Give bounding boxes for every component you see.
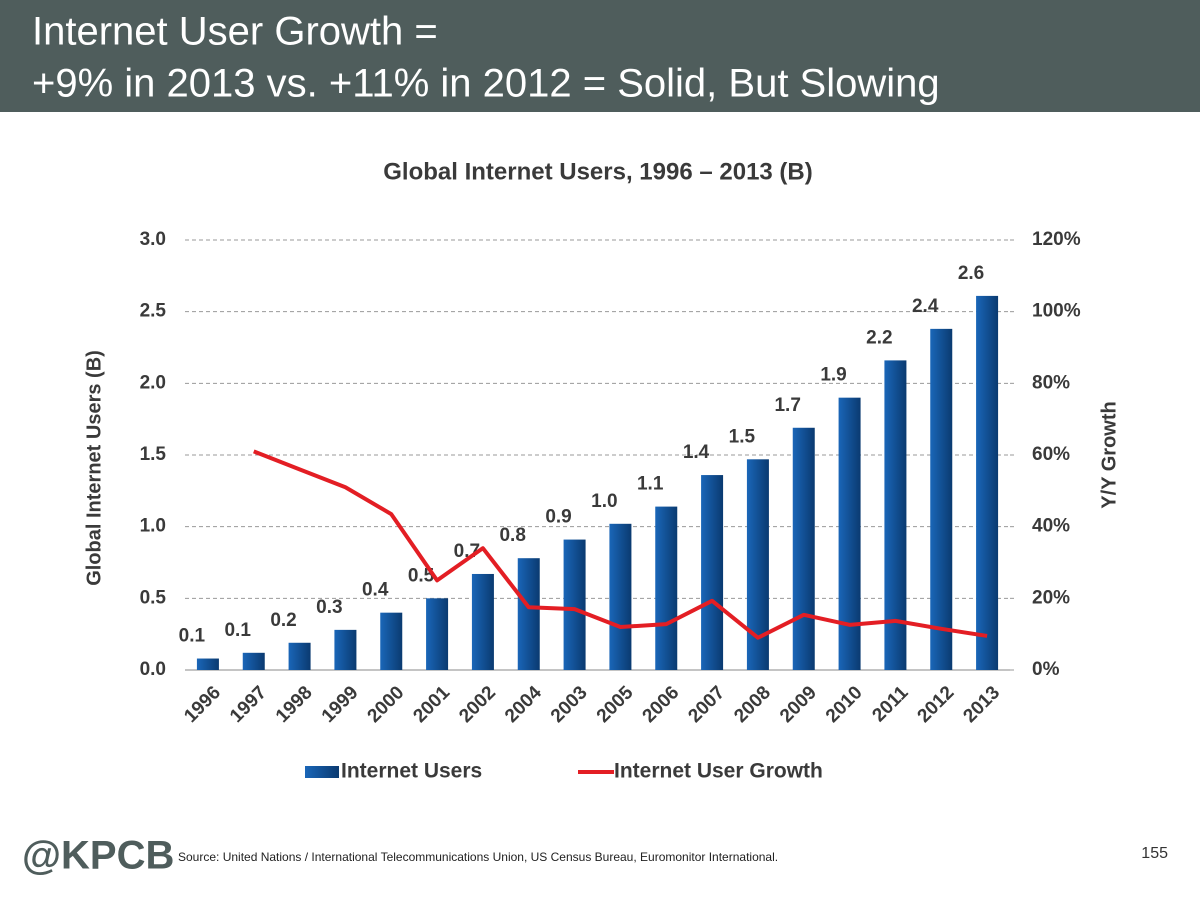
bar: [426, 598, 449, 670]
y2-axis-title: Y/Y Growth: [1098, 401, 1120, 508]
bar: [746, 459, 769, 670]
data-label: 0.4: [362, 580, 389, 601]
chart-title: Global Internet Users, 1996 – 2013 (B): [383, 158, 813, 185]
x-tick-label: 2005: [593, 682, 638, 727]
x-tick-label: 2002: [455, 682, 500, 727]
data-label: 1.7: [774, 395, 800, 416]
bar: [609, 523, 632, 670]
bar: [884, 360, 907, 670]
source-note: Source: United Nations / International T…: [178, 850, 778, 864]
y-tick-label: 1.5: [140, 444, 167, 465]
data-label: 2.4: [912, 296, 939, 317]
y-tick-label: 0.0: [140, 659, 166, 680]
x-tick-label: 1996: [180, 682, 225, 727]
x-tick-label: 2006: [639, 682, 684, 727]
bar: [517, 558, 540, 670]
x-tick-label: 2011: [868, 682, 912, 726]
bar: [471, 573, 494, 670]
y-tick-label: 1.0: [140, 516, 166, 537]
data-label: 0.1: [179, 626, 206, 647]
header-band: [0, 0, 1200, 112]
data-label: 1.4: [683, 442, 710, 463]
y-tick-label: 0.5: [140, 587, 167, 608]
bar: [288, 642, 311, 670]
data-label: 1.1: [637, 474, 664, 495]
y-axis-title: Global Internet Users (B): [83, 350, 105, 586]
bar: [196, 658, 219, 670]
x-tick-label: 2003: [547, 682, 592, 727]
y2-tick-label: 20%: [1032, 587, 1070, 608]
slide-title: +9% in 2013 vs. +11% in 2012 = Solid, Bu…: [32, 62, 940, 106]
bar: [655, 506, 678, 670]
x-tick-label: 2000: [364, 682, 409, 727]
data-label: 0.2: [270, 610, 296, 631]
x-tick-label: 2001: [409, 682, 454, 727]
data-label: 0.3: [316, 597, 342, 618]
data-label: 0.8: [499, 525, 525, 546]
x-tick-label: 1999: [318, 682, 363, 727]
y2-tick-label: 0%: [1032, 659, 1060, 680]
y2-tick-label: 40%: [1032, 516, 1070, 537]
data-label: 0.9: [545, 507, 571, 528]
y-tick-label: 2.5: [140, 301, 167, 322]
data-label: 1.9: [820, 365, 846, 386]
bar: [792, 427, 815, 670]
legend-swatch: [305, 766, 339, 778]
bar: [701, 475, 724, 670]
y2-tick-label: 120%: [1032, 229, 1081, 250]
data-label: 1.5: [729, 426, 756, 447]
data-label: 2.6: [958, 263, 984, 284]
data-label: 1.0: [591, 491, 617, 512]
data-label: 0.1: [224, 620, 251, 641]
x-tick-label: 2004: [501, 682, 546, 727]
page-number: 155: [1141, 845, 1168, 862]
line: [253, 449, 988, 640]
bar: [563, 539, 586, 670]
y2-tick-label: 60%: [1032, 444, 1070, 465]
y-tick-label: 3.0: [140, 229, 166, 250]
x-tick-label: 2010: [822, 682, 867, 727]
bar: [380, 612, 403, 670]
x-tick-label: 1998: [272, 682, 317, 727]
bar: [334, 629, 357, 670]
logo: @KPCB: [22, 834, 174, 878]
y-tick-label: 2.0: [140, 372, 166, 393]
x-tick-label: 2012: [914, 682, 959, 727]
x-tick-label: 2009: [776, 682, 821, 727]
legend-label: Internet User Growth: [614, 760, 823, 783]
y2-tick-label: 100%: [1032, 301, 1081, 322]
x-tick-label: 2013: [959, 682, 1004, 727]
bar: [976, 295, 999, 670]
x-tick-label: 1997: [226, 682, 271, 727]
bar: [930, 328, 953, 670]
x-tick-label: 2007: [684, 682, 729, 727]
x-tick-label: 2008: [730, 682, 775, 727]
plot: 0.0 0.5 1.0 1.5 2.0 2.5 3.0 0% 20% 40% 60% 80% 100% 1…: [140, 229, 1081, 783]
bar: [838, 397, 861, 670]
bar: [242, 652, 265, 670]
legend-label: Internet Users: [341, 760, 482, 783]
y2-tick-label: 80%: [1032, 372, 1070, 393]
slide-title: Internet User Growth =: [32, 10, 438, 54]
data-label: 2.2: [866, 327, 892, 348]
